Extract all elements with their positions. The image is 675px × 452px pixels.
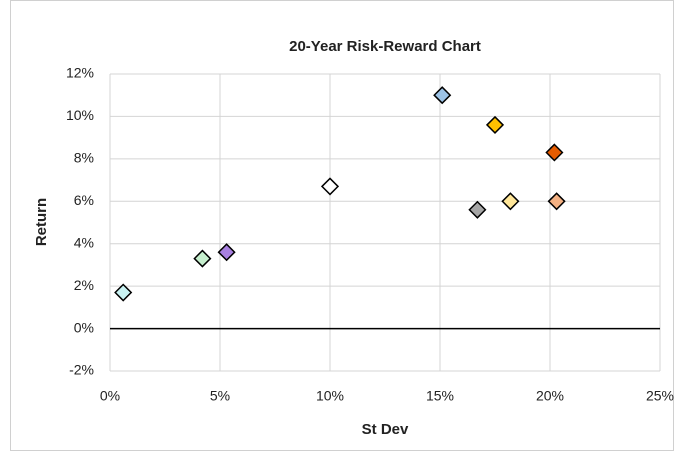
point — [485, 115, 505, 134]
x-tick-label: 20% — [536, 388, 564, 404]
y-tick-label: 2% — [74, 277, 94, 293]
y-tick-label: 4% — [74, 234, 94, 250]
point — [193, 249, 212, 268]
point — [501, 192, 520, 211]
point — [545, 143, 564, 162]
y-axis-label: Return — [33, 198, 50, 246]
x-tick-label: 15% — [426, 388, 454, 404]
x-tick-label: 10% — [316, 388, 344, 404]
chart-frame — [10, 0, 674, 451]
point — [468, 200, 487, 219]
y-tick-label: 12% — [66, 65, 94, 81]
y-tick-label: -2% — [69, 362, 94, 378]
x-axis-label: St Dev — [362, 421, 409, 438]
point — [547, 192, 566, 211]
x-tick-label: 0% — [100, 388, 120, 404]
y-tick-label: 6% — [74, 192, 94, 208]
point — [217, 243, 236, 262]
x-tick-label: 5% — [210, 388, 230, 404]
chart-title: 20-Year Risk-Reward Chart — [289, 38, 481, 55]
point — [114, 283, 133, 302]
point — [433, 86, 452, 105]
y-tick-label: 8% — [74, 150, 94, 166]
y-tick-label: 10% — [66, 107, 94, 123]
point — [320, 177, 340, 196]
y-tick-label: 0% — [74, 319, 94, 335]
x-tick-label: 25% — [646, 388, 674, 404]
